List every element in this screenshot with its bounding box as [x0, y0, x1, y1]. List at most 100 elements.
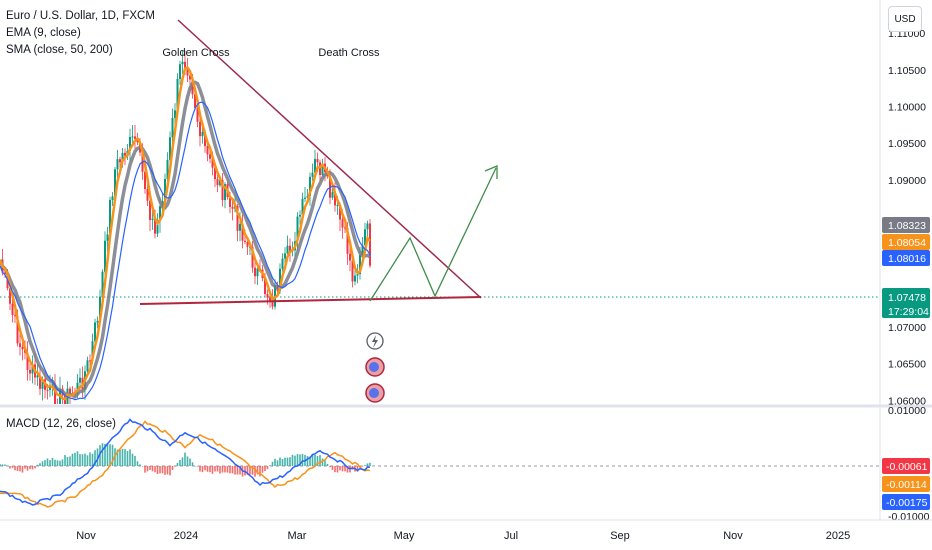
candle-body [31, 364, 34, 374]
price-axis[interactable]: 1.110001.105001.100001.095001.090001.070… [888, 28, 926, 407]
candle-body [19, 343, 21, 347]
histogram-bar [71, 453, 74, 466]
histogram-bar [41, 461, 44, 466]
candle-body [134, 136, 136, 139]
histogram-bar [236, 466, 239, 475]
candle-body [121, 152, 124, 163]
candle-body [164, 178, 166, 202]
candle-body [149, 200, 151, 221]
candle-body [209, 154, 211, 159]
histogram-bar [341, 466, 344, 472]
candle-body [159, 206, 161, 222]
histogram-bar [66, 456, 69, 466]
candle-body [314, 159, 316, 173]
histogram-bar [224, 466, 226, 473]
candle-body [279, 268, 281, 291]
ema-legend[interactable]: EMA (9, close) [6, 27, 81, 39]
histogram-bar [109, 444, 111, 466]
descending-trendline [177, 19, 482, 299]
time-axis[interactable]: Nov 2024 Mar May Jul Sep Nov 2025 [76, 530, 850, 542]
candle-body [181, 61, 184, 65]
candle-body [41, 379, 44, 389]
histogram-bar [314, 454, 316, 466]
candle-body [354, 275, 356, 282]
histogram-bar [154, 466, 156, 473]
histogram-bar [274, 458, 276, 466]
currency-button[interactable]: USD [888, 6, 922, 32]
histogram-bar [336, 466, 339, 473]
histogram-bar [329, 466, 331, 468]
histogram-bar [296, 454, 299, 466]
histogram-bar [86, 455, 89, 466]
candle-body [79, 377, 81, 383]
histogram-bar [141, 466, 144, 467]
event-markers[interactable] [365, 332, 385, 403]
macd-legend[interactable]: MACD (12, 26, close) [6, 418, 116, 430]
histogram-bar [229, 466, 231, 474]
histogram-bar [144, 466, 146, 473]
indicator-price-badge: 1.08054 [882, 234, 930, 250]
indicator-price-badge: 1.08016 [882, 250, 930, 266]
sma-legend[interactable]: SMA (close, 50, 200) [6, 44, 113, 56]
histogram-bar [226, 466, 229, 473]
current-price-badge: 1.07478 17:29:04 [882, 288, 930, 318]
candle-body [274, 285, 276, 307]
histogram-bar [196, 466, 199, 467]
histogram-bar [6, 465, 9, 467]
histogram-bar [334, 466, 336, 473]
histogram-bar [21, 466, 24, 473]
time-tick-label: Nov [76, 530, 96, 542]
candle-body [69, 388, 71, 394]
candle-body [86, 360, 89, 372]
histogram-bar [269, 465, 271, 466]
candle-body [356, 274, 359, 276]
histogram-bar [271, 461, 274, 466]
countdown-timer: 17:29:04 [888, 306, 929, 318]
histogram-bar [309, 456, 311, 466]
histogram-bar [311, 453, 314, 466]
macd-value: -0.00175 [886, 497, 928, 509]
candle-body [39, 375, 41, 389]
histogram-bar [181, 457, 184, 466]
symbol-title[interactable]: Euro / U.S. Dollar, 1D, FXCM [6, 10, 155, 22]
sma50-line [0, 80, 371, 399]
candle-body [344, 227, 346, 229]
candle-body [89, 360, 91, 362]
support-trendline [139, 296, 482, 305]
histogram-bar [266, 466, 269, 470]
candle-body [316, 159, 319, 163]
histogram-bar [316, 456, 319, 466]
histogram-bar [24, 466, 26, 469]
histogram-bar [206, 466, 209, 472]
histogram-bar [64, 455, 66, 466]
candle-body [101, 271, 104, 297]
candle-body [231, 206, 234, 209]
histogram-bar [39, 463, 41, 466]
candle-body [311, 172, 314, 177]
histogram-bar [131, 453, 134, 466]
histogram-bar [129, 449, 131, 466]
histogram-bar [11, 466, 14, 468]
candle-body [306, 195, 309, 198]
time-tick-label: Sep [610, 530, 630, 542]
candle-body [114, 169, 116, 197]
candle-body [244, 240, 246, 242]
histogram-bar [249, 466, 251, 475]
histogram-bar [194, 465, 196, 467]
macd-axis[interactable]: 0.01000 -0.01000 -0.00061 -0.00114 -0.00175 [882, 405, 930, 523]
histogram-bar [161, 466, 164, 474]
candle-body [364, 229, 366, 246]
histogram-bar [264, 466, 266, 472]
candle-body [186, 68, 189, 76]
indicator-price-badge: 1.08323 [882, 217, 930, 233]
histogram-bar [101, 443, 104, 466]
candle-body [284, 253, 286, 259]
histogram-bar [294, 455, 296, 466]
candle-body [339, 205, 341, 220]
histogram-bar [171, 466, 174, 470]
candle-body [211, 158, 214, 168]
candle-body [184, 61, 186, 69]
macd-tick-label: 0.01000 [888, 405, 926, 417]
